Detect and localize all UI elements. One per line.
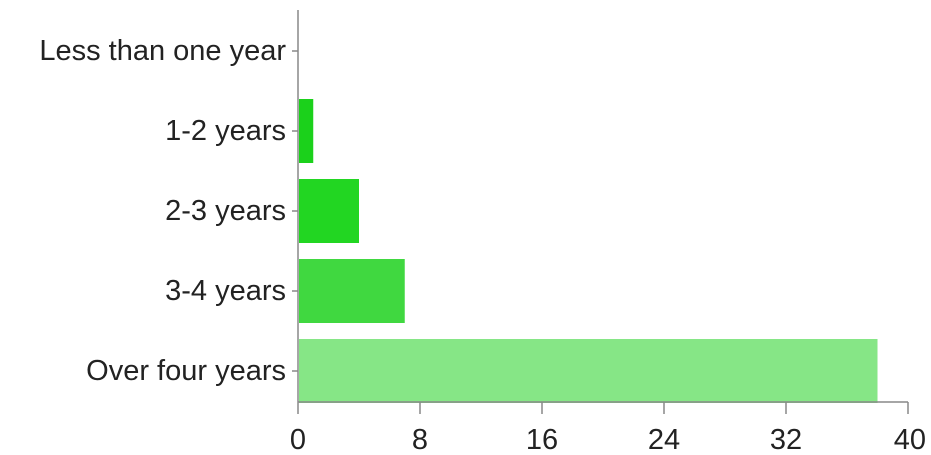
category-labels: Less than one year 1-2 years 2-3 years 3-4 …: [39, 35, 286, 387]
bar-1: [299, 99, 314, 163]
category-label: 1-2 years: [165, 115, 286, 147]
x-tick-label: 0: [290, 424, 306, 455]
x-tick-label: 32: [770, 424, 802, 455]
x-tick-label: 8: [412, 424, 428, 455]
bars-layer: [299, 99, 878, 403]
bar-4: [299, 339, 878, 403]
category-label: Less than one year: [39, 35, 286, 67]
category-label: 3-4 years: [165, 275, 286, 307]
axes: 0 8 16 24 32 40: [290, 10, 926, 455]
bar-3: [299, 259, 405, 323]
x-tick-label: 40: [894, 424, 926, 455]
bar-2: [299, 179, 359, 243]
category-label: Over four years: [86, 355, 286, 387]
x-tick-label: 24: [648, 424, 680, 455]
x-tick-label: 16: [526, 424, 558, 455]
category-label: 2-3 years: [165, 195, 286, 227]
